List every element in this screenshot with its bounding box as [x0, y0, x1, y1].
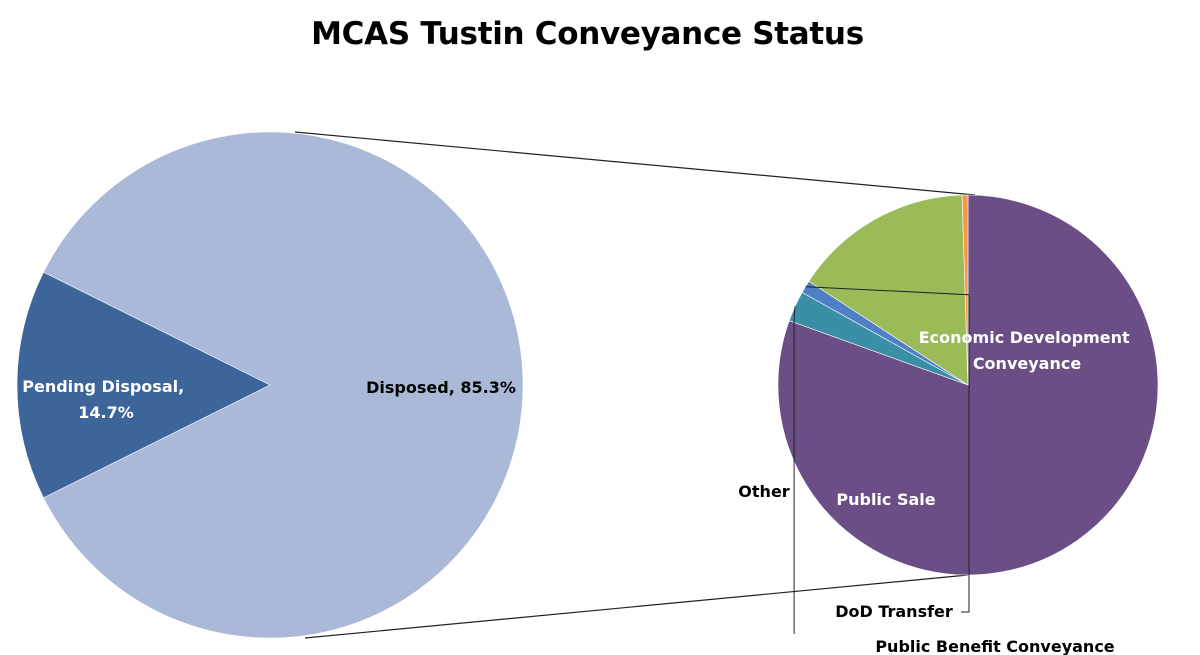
label-dod-transfer: DoD Transfer [835, 602, 953, 621]
slice-pending-disposal [16, 271, 271, 499]
connector-line-top [294, 131, 976, 196]
label-economic-development-conveyance: Economic Development Conveyance [919, 328, 1135, 373]
label-disposed: Disposed, 85.3% [366, 378, 516, 397]
connector-line-bottom [304, 574, 969, 639]
label-pending-disposal: Pending Disposal, 14.7% [22, 377, 190, 422]
main-pie [16, 131, 524, 639]
leader-dod-transfer [805, 286, 970, 613]
leader-public-benefit-conveyance [793, 306, 796, 634]
slice-public-sale [808, 194, 969, 386]
sub-pie [777, 194, 1159, 576]
leader-lines [793, 286, 970, 634]
label-public-benefit-conveyance: Public Benefit Conveyance [875, 637, 1114, 655]
label-public-sale: Public Sale [836, 490, 935, 509]
slice-other [961, 194, 969, 386]
connector-lines [294, 131, 976, 639]
label-other: Other [738, 482, 789, 501]
slice-disposed [43, 131, 524, 639]
chart-title: MCAS Tustin Conveyance Status [311, 16, 864, 52]
